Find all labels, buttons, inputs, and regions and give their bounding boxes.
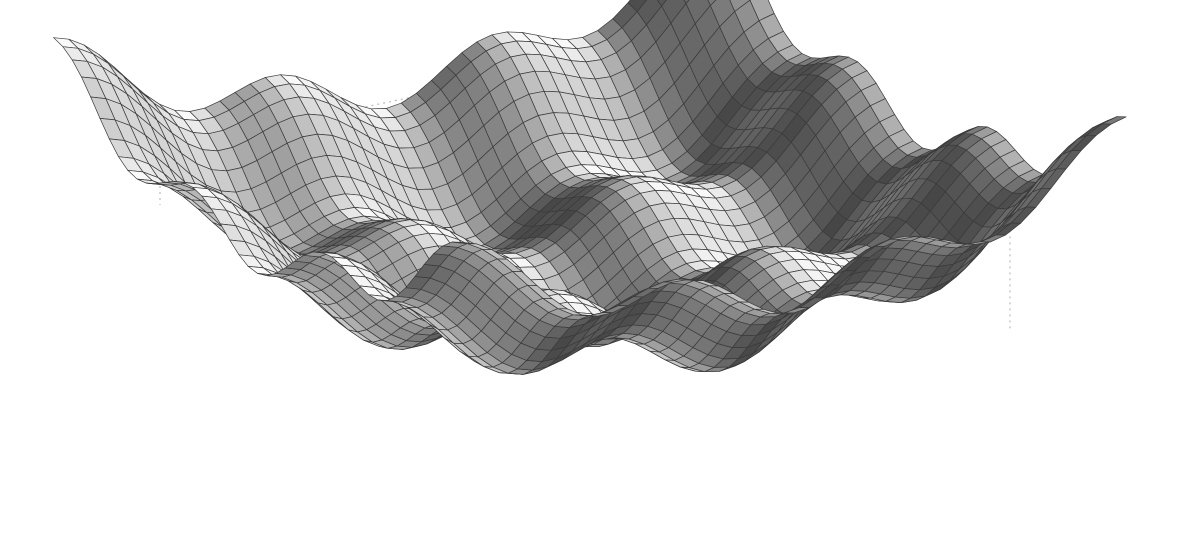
mesh-cell [683, 0, 690, 5]
mesh-cell [452, 241, 477, 245]
mesh-cell [1101, 116, 1127, 125]
surface-mesh [52, 0, 1127, 375]
